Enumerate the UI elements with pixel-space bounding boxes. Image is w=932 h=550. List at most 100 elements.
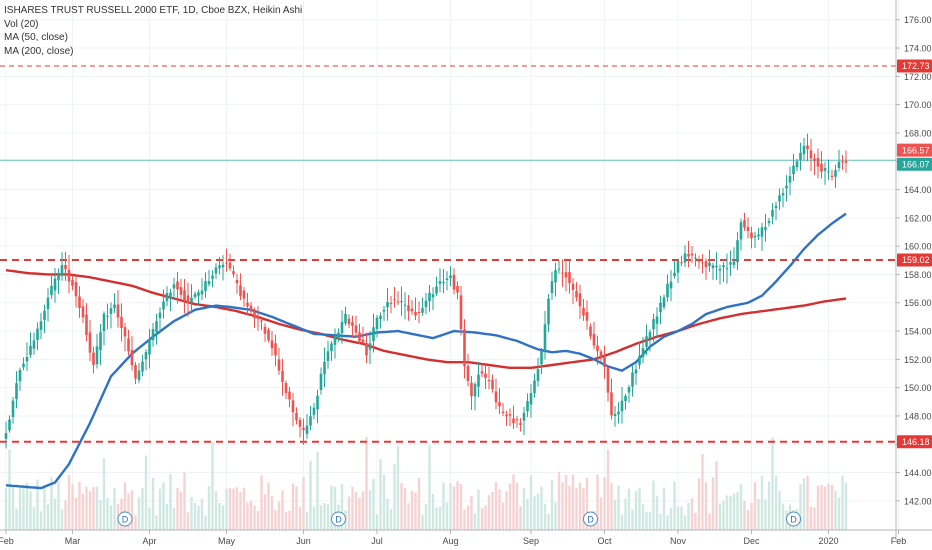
volume-bar [309,461,312,530]
volume-bar [15,508,18,530]
volume-bar [753,482,757,530]
candle-body [536,369,540,381]
candle-body [715,265,718,268]
volume-bar [190,496,193,530]
ma-50-line [5,212,847,490]
dividend-marker [583,511,598,527]
candle-body [382,309,386,312]
candle-body [410,308,414,312]
volume-bar [305,511,309,530]
volume-bar [529,475,533,530]
candle-body [351,322,354,327]
x-tick-label: Apr [142,536,156,546]
volume-bar [739,484,743,530]
volume-bar [505,491,508,530]
candle-body [438,281,442,284]
candle-body [302,427,305,431]
grid [0,0,899,530]
volume-bar [382,475,386,530]
volume-bar [470,495,473,530]
candle-body [732,261,736,265]
candle-body [8,419,11,431]
dividend-label: D [335,515,342,525]
candle-body [617,411,620,415]
candle-body [529,392,533,405]
candle-body [375,317,379,329]
volume-bar [39,511,43,530]
candle-body [15,383,18,400]
volume-bar [134,515,137,530]
candle-body [298,419,302,427]
volume-bar [760,475,764,530]
volume-bar [281,490,284,530]
volume-bar [74,497,78,530]
candle-body [165,293,169,301]
candle-body [470,382,473,397]
volume-bar [771,437,774,530]
volume-bar [435,507,438,530]
candle-body [519,423,522,425]
volume-bar [155,515,158,530]
volume-bar [267,482,270,530]
candle-body [256,316,260,320]
candle-body [578,293,582,307]
volume-bar [393,463,396,530]
candle-body [554,270,557,283]
candle-body [333,335,337,345]
volume-bar [652,480,655,530]
volume-bar [8,449,11,530]
candle-body [64,265,67,270]
price-label: 172.73 [902,61,930,71]
volume-bar [606,449,610,530]
volume-bar [263,494,267,530]
volume-bar [421,514,424,530]
candle-body [792,165,795,175]
candle-body [95,346,99,365]
candle-body [288,391,291,400]
volume-bar [428,445,431,530]
x-axis: Feb Mar Apr May Jun Jul Aug Sep Oct Nov Dec 2020 Feb [0,529,932,546]
candle-body [498,402,501,407]
volume-bar [365,436,368,530]
volume-bar [697,478,701,530]
candle-body [270,340,274,349]
volume-bar [568,485,571,530]
candle-body [414,311,417,316]
volume-bar [613,500,617,530]
volume-bar [137,497,141,530]
volume-bar [148,507,151,530]
volume-bar [288,510,291,530]
volume-bar [347,496,351,530]
ma-200-line [5,269,847,369]
x-tick-label: Mar [65,536,81,546]
volume-bar [694,512,697,530]
volume-bar [50,477,53,530]
candle-body [53,278,57,291]
volume-bar [669,507,673,530]
volume-bar [99,499,102,530]
dividend-label: D [790,515,797,525]
volume-bar [253,505,256,530]
candle-body [214,267,218,274]
volume-bar [417,477,421,530]
y-tick-label: 142.00 [904,496,932,506]
volume-bar [92,486,95,530]
candle-body [389,302,393,304]
volume-bar [676,506,680,530]
candle-body [120,316,123,329]
volume-bar [200,498,204,530]
volume-bar [270,495,274,530]
candle-body [771,209,774,217]
candle-body [515,419,519,421]
candle-body [239,285,242,296]
volume-bar [841,475,844,530]
volume-bar [813,507,816,530]
volume-bar [36,479,39,530]
candle-body [36,328,39,341]
x-tick-label: Feb [0,536,14,546]
volume-bar [844,482,848,530]
candle-body [655,316,659,324]
candle-body [183,290,186,302]
